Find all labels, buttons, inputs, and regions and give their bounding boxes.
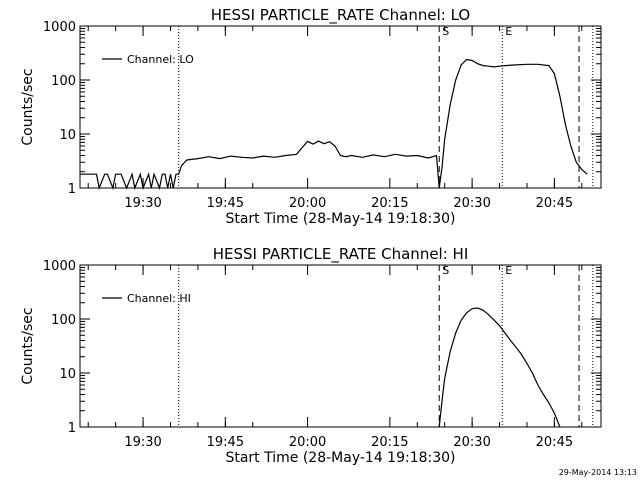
chart-hi: HESSI PARTICLE_RATE Channel: HI 1 10 100 100… [20,245,602,466]
y-tick-label: 1 [68,182,76,197]
marker-label: S [442,264,449,277]
y-tick-label: 10 [59,128,76,143]
series-line [438,307,561,428]
x-axis-label: Start Time (28-May-14 19:18:30) [225,450,455,466]
plot-frame [79,264,602,428]
x-tick-label: 20:15 [371,196,408,211]
footer-timestamp: 29-May-2014 13:13 [559,468,637,477]
y-tick-label: 1000 [43,20,76,35]
marker-label: E [505,25,512,38]
y-axis-label: Counts/sec [20,68,36,145]
x-tick-label: 20:45 [536,435,573,450]
y-tick-label: 1 [68,421,76,436]
legend-label: Channel: LO [127,53,194,66]
y-tick-label: 10 [59,367,76,382]
chart-lo: HESSI PARTICLE_RATE Channel: LO 1 10 100 100… [20,6,602,227]
chart-title: HESSI PARTICLE_RATE Channel: LO [211,6,470,25]
legend-label: Channel: HI [127,292,191,305]
x-tick-label: 19:45 [207,196,244,211]
x-tick-label: 20:15 [371,435,408,450]
x-tick-label: 20:45 [536,196,573,211]
x-tick-label: 19:30 [124,435,161,450]
y-tick-label: 1000 [43,259,76,274]
y-tick-label: 100 [51,74,76,89]
x-tick-label: 19:45 [207,435,244,450]
y-axis-label: Counts/sec [20,307,36,384]
x-tick-label: 20:00 [289,435,326,450]
x-axis-label: Start Time (28-May-14 19:18:30) [225,211,455,227]
marker-label: E [505,264,512,277]
x-tick-label: 20:30 [453,435,490,450]
plot-frame [79,25,602,189]
marker-label: S [442,25,449,38]
x-tick-label: 20:30 [453,196,490,211]
chart-title: HESSI PARTICLE_RATE Channel: HI [213,245,469,264]
x-tick-label: 20:00 [289,196,326,211]
x-tick-label: 19:30 [124,196,161,211]
y-tick-label: 100 [51,313,76,328]
series-line [80,58,588,191]
